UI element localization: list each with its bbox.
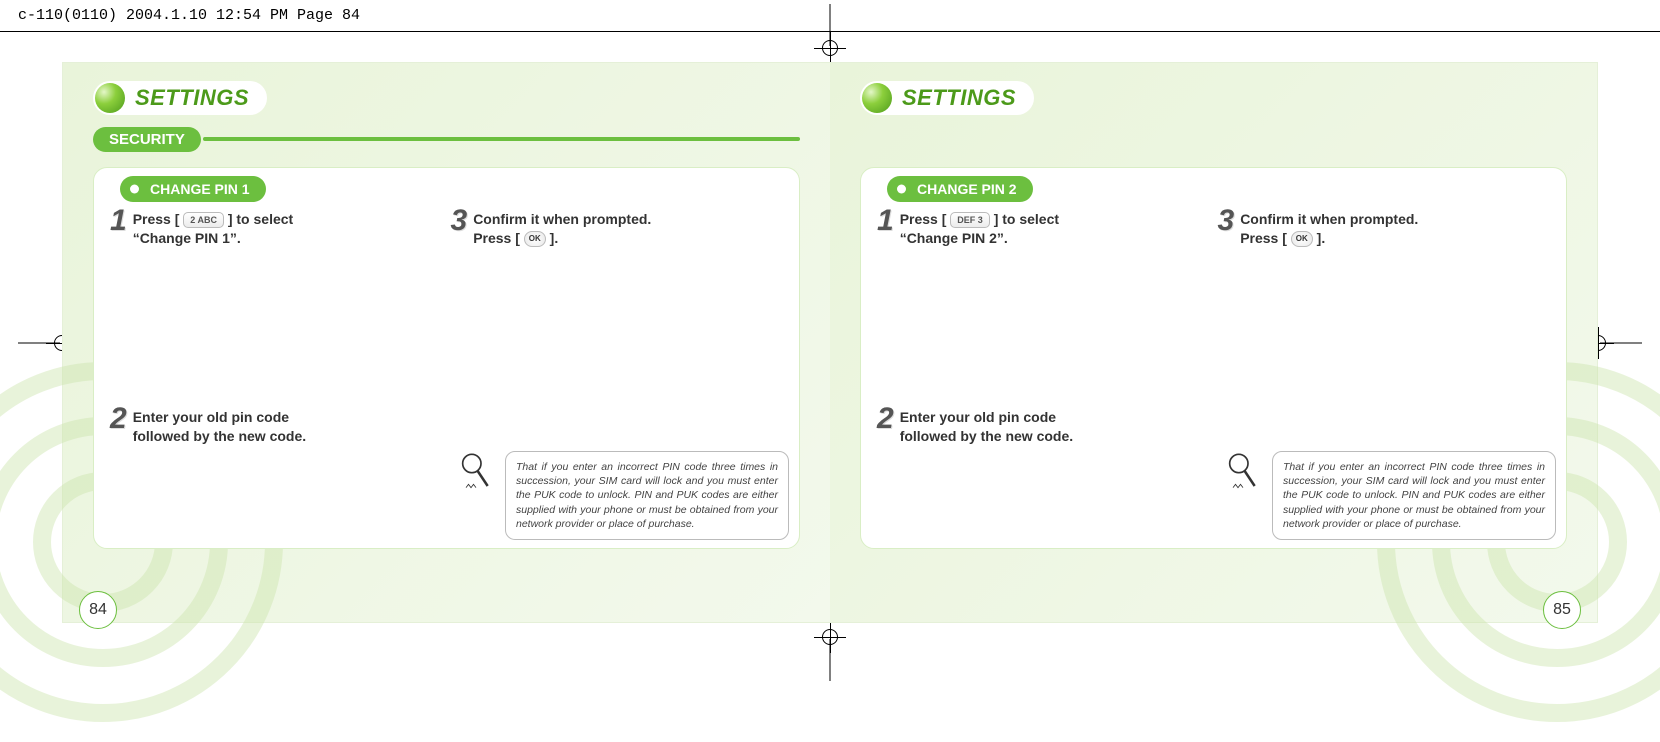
key-2abc-icon: 2 ABC [183, 212, 224, 228]
note-text: That if you enter an incorrect PIN code … [1272, 451, 1556, 540]
step-2: 2 Enter your old pin code followed by th… [877, 404, 1210, 446]
step-3-number: 3 [451, 206, 468, 236]
step-2-number: 2 [877, 404, 894, 434]
step-1-text: Press [ 2 ABC ] to select “Change PIN 1”… [133, 210, 294, 248]
step-2-text: Enter your old pin code followed by the … [900, 408, 1073, 446]
crop-mark-top [814, 4, 846, 36]
step-3: 3 Confirm it when prompted. Press [ OK ]… [451, 206, 784, 248]
step-1-number: 1 [110, 206, 127, 236]
step-1-text: Press [ DEF 3 ] to select “Change PIN 2”… [900, 210, 1059, 248]
step-1-number: 1 [877, 206, 894, 236]
step-2: 2 Enter your old pin code followed by th… [110, 404, 443, 446]
file-header-text: c-110(0110) 2004.1.10 12:54 PM Page 84 [18, 7, 360, 24]
step-3-text: Confirm it when prompted. Press [ OK ]. [1240, 210, 1418, 248]
security-bar: SECURITY [93, 127, 800, 151]
note-text: That if you enter an incorrect PIN code … [505, 451, 789, 540]
settings-orb-icon [95, 83, 125, 113]
change-pin-panel: CHANGE PIN 1 1 Press [ 2 ABC ] to select… [93, 167, 800, 549]
change-pin-panel: CHANGE PIN 2 1 Press [ DEF 3 ] to select… [860, 167, 1567, 549]
settings-label: SETTINGS [902, 85, 1016, 111]
page-right: SETTINGS CHANGE PIN 2 1 Press [ DEF 3 ] … [830, 62, 1598, 623]
page-number: 85 [1543, 591, 1581, 629]
key-def3-icon: DEF 3 [950, 212, 990, 228]
security-line [203, 137, 800, 141]
step-3-number: 3 [1218, 206, 1235, 236]
magnifier-icon [459, 451, 493, 496]
security-bar-spacer [860, 127, 1567, 151]
settings-label: SETTINGS [135, 85, 249, 111]
step-1: 1 Press [ 2 ABC ] to select “Change PIN … [110, 206, 443, 248]
page-spread: SETTINGS SECURITY CHANGE PIN 1 1 Press [… [62, 62, 1598, 623]
step-1: 1 Press [ DEF 3 ] to select “Change PIN … [877, 206, 1210, 248]
settings-heading: SETTINGS [860, 81, 1034, 115]
panel-title: CHANGE PIN 2 [887, 176, 1033, 202]
magnifier-icon [1226, 451, 1260, 496]
step-2-number: 2 [110, 404, 127, 434]
settings-orb-icon [862, 83, 892, 113]
page-left: SETTINGS SECURITY CHANGE PIN 1 1 Press [… [62, 62, 830, 623]
ok-button-icon: OK [524, 231, 546, 247]
panel-title: CHANGE PIN 1 [120, 176, 266, 202]
step-3: 3 Confirm it when prompted. Press [ OK ]… [1218, 206, 1551, 248]
page-number: 84 [79, 591, 117, 629]
ok-button-icon: OK [1291, 231, 1313, 247]
step-3-text: Confirm it when prompted. Press [ OK ]. [473, 210, 651, 248]
note-box: That if you enter an incorrect PIN code … [459, 451, 789, 540]
step-2-text: Enter your old pin code followed by the … [133, 408, 306, 446]
settings-heading: SETTINGS [93, 81, 267, 115]
security-label: SECURITY [93, 127, 201, 152]
note-box: That if you enter an incorrect PIN code … [1226, 451, 1556, 540]
